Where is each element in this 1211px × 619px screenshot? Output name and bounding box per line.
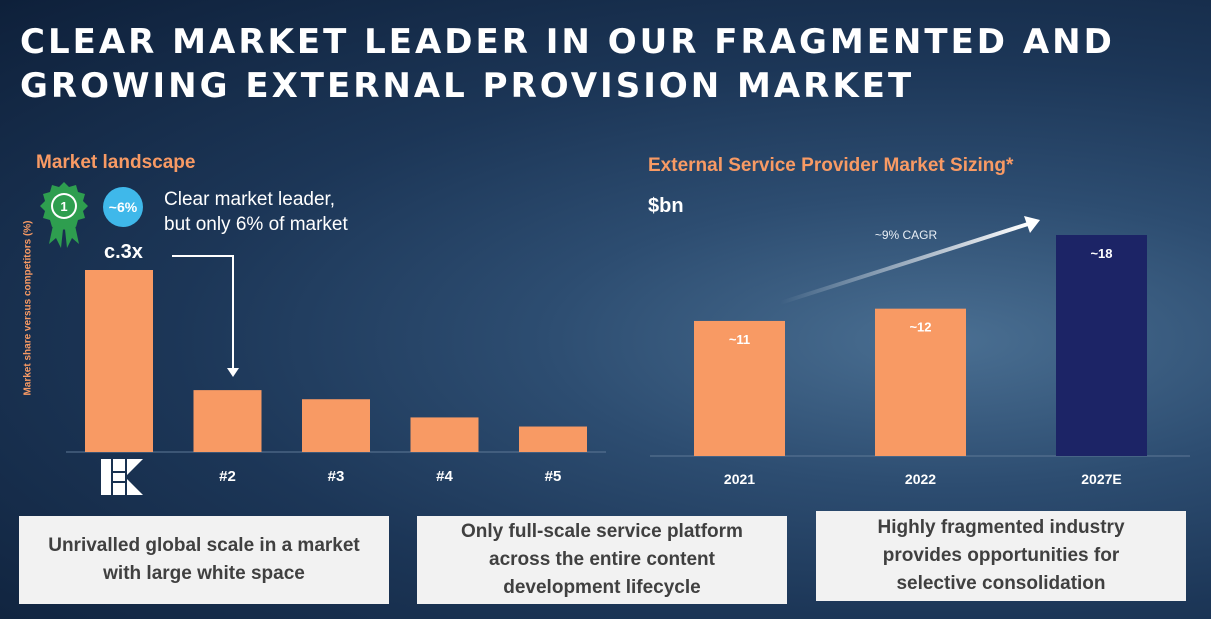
leader-text: Clear market leader, but only 6% of mark… (164, 187, 348, 237)
multiple-arrow-head (227, 368, 239, 377)
award-rosette-icon: 1 (40, 182, 88, 248)
x-tick-label-landscape-4: #4 (436, 468, 453, 485)
leader-text-line-1: Clear market leader, (164, 189, 336, 210)
market-sizing-heading: External Service Provider Market Sizing* (648, 155, 1014, 176)
x-tick-label-2027E: 2027E (1081, 471, 1121, 487)
title-line-2: GROWING EXTERNAL PROVISION MARKET (20, 66, 915, 106)
multiple-arrow (172, 255, 234, 370)
multiple-label: c.3x (104, 241, 143, 263)
unit-label: $bn (648, 195, 684, 217)
bar-landscape-4 (410, 417, 479, 452)
x-tick-label-landscape-3: #3 (328, 468, 345, 485)
card-2-line-2: across the entire content (489, 549, 715, 570)
cagr-arrow-line (779, 222, 1029, 305)
bar-landscape-5 (519, 426, 587, 452)
bar-landscape-1 (85, 270, 153, 452)
value-label-2021: ~11 (729, 332, 750, 347)
card-3-line-1: Highly fragmented industry (877, 517, 1125, 538)
card-2-line-3: development lifecycle (503, 577, 701, 598)
card-1-line-1: Unrivalled global scale in a market (48, 535, 360, 556)
x-tick-label-2022: 2022 (905, 471, 936, 487)
value-label-2022: ~12 (909, 320, 931, 335)
bar-sizing-2022 (875, 308, 966, 456)
info-card-platform: Only full-scale service platform across … (417, 516, 787, 604)
card-2-line-1: Only full-scale service platform (461, 521, 743, 542)
leader-text-line-2: but only 6% of market (164, 214, 348, 235)
x-tick-label-landscape-2: #2 (219, 468, 236, 485)
cagr-arrow-head (1024, 216, 1040, 233)
market-landscape-heading: Market landscape (36, 152, 196, 173)
x-tick-label-2021: 2021 (724, 471, 755, 487)
card-1-line-2: with large white space (103, 563, 305, 584)
bar-sizing-2027E (1056, 235, 1147, 456)
cagr-label: ~9% CAGR (875, 228, 938, 242)
company-logo-icon (101, 459, 143, 495)
card-3-line-2: provides opportunities for (882, 545, 1120, 566)
bar-sizing-2021 (694, 320, 785, 456)
market-share-badge: ~6% (103, 187, 143, 227)
x-tick-label-landscape-5: #5 (545, 468, 562, 485)
info-card-scale: Unrivalled global scale in a market with… (19, 516, 389, 604)
title-line-1: CLEAR MARKET LEADER IN OUR FRAGMENTED AN… (20, 22, 1115, 62)
bar-landscape-2 (193, 390, 262, 452)
value-label-2027E: ~18 (1090, 246, 1112, 261)
card-3-line-3: selective consolidation (896, 573, 1106, 594)
info-card-consolidation: Highly fragmented industry provides oppo… (816, 511, 1186, 601)
rosette-number: 1 (60, 199, 67, 214)
slide-title: CLEAR MARKET LEADER IN OUR FRAGMENTED AN… (20, 20, 1190, 108)
bar-landscape-3 (302, 399, 370, 452)
